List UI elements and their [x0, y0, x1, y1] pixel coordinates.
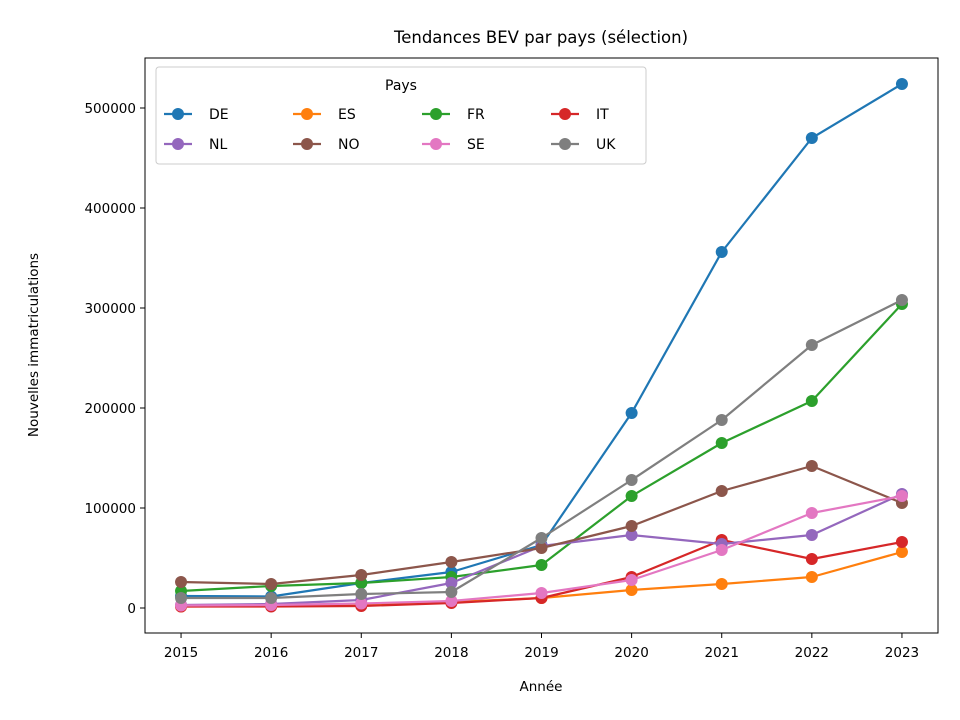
x-tick-label: 2016 [254, 645, 288, 661]
data-point [355, 569, 368, 581]
data-point [805, 395, 818, 407]
data-point [805, 460, 818, 472]
chart-title: Tendances BEV par pays (sélection) [393, 28, 688, 47]
legend-entry-es: ES [293, 107, 356, 123]
data-point [175, 592, 188, 604]
x-tick-label: 2022 [795, 645, 829, 661]
data-point [625, 529, 638, 541]
data-point [175, 576, 188, 588]
data-point [715, 485, 728, 497]
legend-entry-fr: FR [422, 107, 485, 123]
data-point [265, 592, 278, 604]
data-point [715, 246, 728, 258]
data-point [805, 529, 818, 541]
data-point [805, 571, 818, 583]
x-tick-label: 2018 [434, 645, 468, 661]
legend: Pays DE ES FR IT NL NO SE UK [155, 66, 647, 165]
data-point [625, 407, 638, 419]
y-tick-label: 0 [127, 601, 136, 617]
data-point [805, 553, 818, 565]
x-tick-label: 2023 [885, 645, 919, 661]
data-point [895, 294, 908, 306]
legend-marker [301, 138, 313, 150]
data-point [445, 577, 458, 589]
data-point [625, 584, 638, 596]
x-axis-label: Année [520, 679, 563, 695]
legend-marker [172, 108, 184, 120]
data-point [355, 597, 368, 610]
data-point [895, 78, 908, 90]
data-point [445, 586, 458, 598]
legend-marker [559, 138, 571, 150]
y-tick-label: 400000 [84, 201, 136, 217]
axes: 2015 2016 2017 2018 2019 2020 2021 2022 2023 0 100… [84, 101, 919, 661]
legend-entry-it: IT [551, 107, 609, 123]
data-point [535, 587, 548, 599]
legend-label: SE [467, 137, 485, 153]
y-tick-label: 500000 [84, 101, 136, 117]
data-point [355, 588, 368, 600]
data-point [715, 544, 728, 556]
data-point [805, 507, 818, 519]
data-point [625, 490, 638, 502]
legend-entry-uk: UK [551, 137, 616, 153]
legend-box [155, 66, 647, 165]
data-point [535, 532, 548, 544]
legend-label: ES [338, 107, 356, 123]
data-point [895, 536, 908, 548]
data-point [445, 556, 458, 568]
y-tick-label: 200000 [84, 401, 136, 417]
series-no [175, 460, 908, 590]
plot-frame [144, 57, 939, 634]
data-point [625, 474, 638, 486]
data-point [715, 414, 728, 426]
x-tick-label: 2015 [164, 645, 198, 661]
series-layer [175, 78, 908, 613]
series-uk [175, 294, 908, 604]
legend-marker [172, 138, 184, 150]
series-se [175, 490, 908, 612]
legend-entry-no: NO [293, 137, 360, 153]
data-point [895, 490, 908, 502]
legend-label: DE [209, 107, 229, 123]
legend-marker [559, 108, 571, 120]
data-point [265, 578, 278, 590]
legend-marker [430, 108, 442, 120]
data-point [535, 542, 548, 554]
y-tick-label: 300000 [84, 301, 136, 317]
data-point [895, 546, 908, 558]
data-point [805, 339, 818, 351]
legend-entry-de: DE [164, 107, 229, 123]
y-tick-label: 100000 [84, 501, 136, 517]
data-point [715, 578, 728, 590]
y-axis-label: Nouvelles immatriculations [26, 253, 42, 437]
data-point [625, 520, 638, 532]
legend-title: Pays [385, 78, 417, 94]
x-tick-label: 2017 [344, 645, 378, 661]
legend-label: IT [596, 107, 609, 123]
legend-marker [301, 108, 313, 120]
data-point [535, 559, 548, 571]
x-tick-label: 2019 [524, 645, 558, 661]
legend-entry-nl: NL [164, 137, 227, 153]
legend-label: NL [209, 137, 227, 153]
legend-marker [430, 138, 442, 150]
x-tick-label: 2020 [614, 645, 648, 661]
legend-label: FR [467, 107, 485, 123]
x-tick-label: 2021 [705, 645, 739, 661]
data-point [805, 132, 818, 144]
data-point [715, 437, 728, 449]
data-point [445, 595, 458, 607]
data-point [625, 574, 638, 586]
legend-label: NO [338, 137, 360, 153]
legend-entry-se: SE [422, 137, 485, 153]
legend-label: UK [596, 137, 616, 153]
